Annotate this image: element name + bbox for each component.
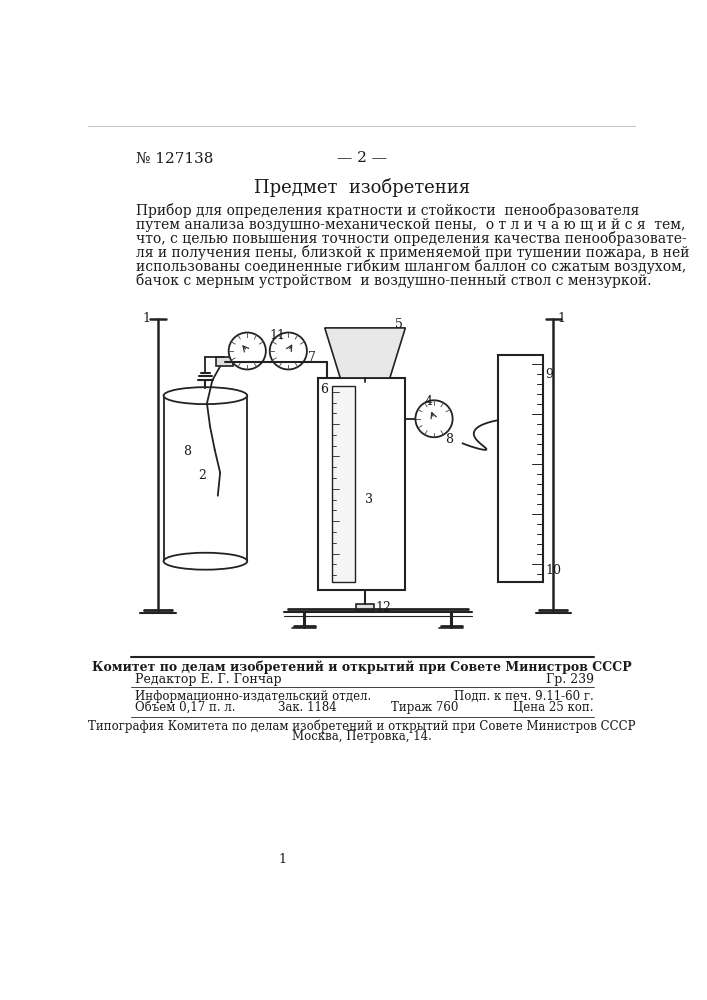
Text: 12: 12	[375, 601, 391, 614]
Circle shape	[416, 400, 452, 437]
Text: использованы соединенные гибким шлангом баллон со сжатым воздухом,: использованы соединенные гибким шлангом …	[136, 259, 686, 274]
Text: Прибор для определения кратности и стойкости  пенообразователя: Прибор для определения кратности и стойк…	[136, 203, 640, 218]
Bar	[216, 357, 233, 366]
Text: 1: 1	[143, 312, 151, 325]
Text: что, с целью повышения точности определения качества пенообразовате-: что, с целью повышения точности определе…	[136, 231, 687, 246]
Circle shape	[228, 333, 266, 369]
Text: Гр. 239: Гр. 239	[546, 673, 594, 686]
Text: Типография Комитета по делам изобретений и открытий при Совете Министров СССР: Типография Комитета по делам изобретений…	[88, 719, 636, 733]
Text: — 2 —: — 2 —	[337, 151, 387, 165]
Text: 9: 9	[546, 368, 554, 381]
Text: путем анализа воздушно-механической пены,  о т л и ч а ю щ и й с я  тем,: путем анализа воздушно-механической пены…	[136, 218, 686, 232]
Circle shape	[270, 333, 307, 369]
Text: Комитет по делам изобретений и открытий при Совете Министров СССР: Комитет по делам изобретений и открытий …	[92, 661, 632, 674]
Text: Предмет  изобретения: Предмет изобретения	[254, 178, 470, 197]
Bar	[498, 355, 542, 582]
Text: 11: 11	[269, 329, 285, 342]
Ellipse shape	[163, 387, 247, 404]
Text: Подп. к печ. 9.11-60 г.: Подп. к печ. 9.11-60 г.	[454, 690, 594, 703]
Text: № 127138: № 127138	[136, 151, 214, 165]
Text: 10: 10	[546, 564, 561, 577]
Text: 7: 7	[308, 351, 315, 364]
Text: Зак. 1184: Зак. 1184	[279, 701, 337, 714]
Text: 5: 5	[395, 318, 402, 331]
Bar	[356, 604, 374, 611]
Text: Объем 0,17 п. л.: Объем 0,17 п. л.	[135, 701, 235, 714]
Text: бачок с мерным устройством  и воздушно-пенный ствол с мензуркой.: бачок с мерным устройством и воздушно-пе…	[136, 273, 652, 288]
Text: Москва, Петровка, 14.: Москва, Петровка, 14.	[292, 730, 432, 743]
Bar	[317, 378, 404, 590]
Text: 1: 1	[278, 853, 286, 866]
Ellipse shape	[163, 553, 247, 570]
Text: 6: 6	[320, 383, 328, 396]
Text: 3: 3	[365, 493, 373, 506]
Text: 8: 8	[183, 445, 191, 458]
Text: Информационно-издательский отдел.: Информационно-издательский отдел.	[135, 690, 371, 703]
Text: Цена 25 коп.: Цена 25 коп.	[513, 701, 594, 714]
Text: 2: 2	[199, 469, 206, 482]
Polygon shape	[325, 328, 405, 378]
Text: ля и получения пены, близкой к применяемой при тушении пожара, в ней: ля и получения пены, близкой к применяем…	[136, 245, 690, 260]
Bar	[332, 386, 355, 582]
Text: 4: 4	[425, 395, 433, 408]
Bar	[163, 396, 247, 561]
Text: 8: 8	[445, 433, 453, 446]
Text: Тираж 760: Тираж 760	[391, 701, 458, 714]
Text: 1: 1	[557, 312, 566, 325]
Text: Редактор Е. Г. Гончар: Редактор Е. Г. Гончар	[135, 673, 281, 686]
